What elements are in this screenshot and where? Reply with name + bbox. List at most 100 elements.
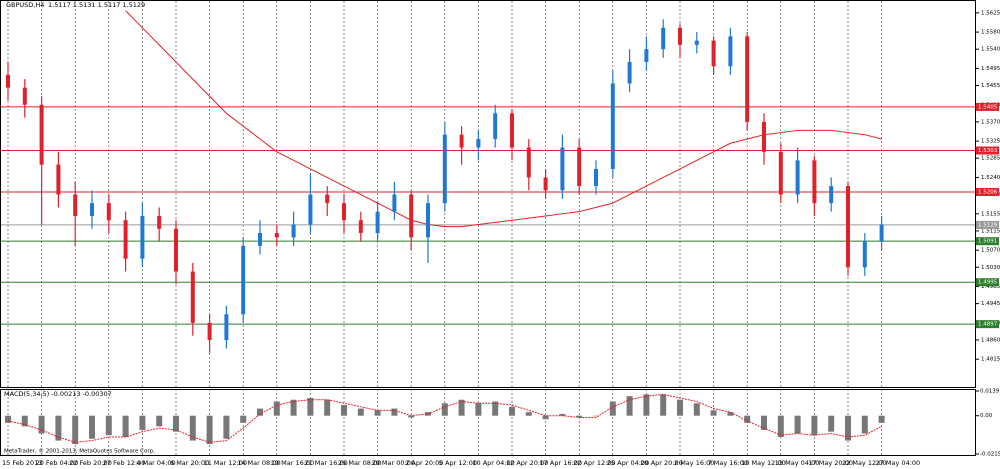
x-tick-label: 22 Apr 12:00 (573, 459, 615, 467)
y-tick-label: 1.5495 (981, 66, 1000, 72)
candle-body (123, 220, 128, 259)
candle-body (526, 147, 531, 178)
macd-bar (559, 413, 566, 416)
candle-body (728, 36, 733, 67)
x-tick-label: 11 Mar 12:00 (204, 459, 247, 467)
candle-body (308, 194, 313, 225)
candle-body (258, 233, 262, 246)
x-tick-label: 19 Mar 16:00 (271, 459, 314, 467)
candle-body (140, 215, 145, 259)
candle-body (862, 241, 867, 268)
macd-bar (811, 415, 818, 436)
x-tick-label: 29 Apr 20:00 (640, 459, 682, 467)
y-tick-label: 1.5115 (981, 228, 1000, 234)
candle-body (846, 186, 850, 268)
y-tick-label: 1.4985 (981, 284, 1000, 290)
x-tick-label: 13 May 04:00 (775, 459, 820, 467)
candle-body (560, 147, 565, 191)
candle-body (157, 215, 162, 229)
level-tag (976, 237, 999, 246)
macd-bar (492, 401, 499, 416)
level-label: 1.5206 (978, 190, 998, 196)
y-tick-label: 1.4945 (981, 301, 1000, 307)
macd-bar (660, 394, 667, 416)
macd-bar (72, 415, 79, 445)
level-label: 1.4897 (978, 322, 998, 328)
candle-body (795, 160, 800, 195)
candle-body (342, 203, 346, 221)
candle-body (190, 271, 195, 323)
candle-body (174, 228, 178, 272)
macd-bar (525, 412, 532, 416)
candle-body (392, 194, 397, 212)
candle-body (39, 104, 44, 165)
macd-bar (878, 415, 885, 423)
macd-bar (643, 394, 650, 416)
macd-bar (341, 405, 347, 416)
candle-body (325, 194, 330, 204)
y-tick-label: 1.5240 (981, 175, 1000, 181)
candle-body (442, 134, 447, 204)
candle-body (375, 211, 380, 234)
macd-bar (475, 403, 482, 416)
signal-line (7, 393, 882, 443)
y-tick-label: 1.5540 (981, 47, 1000, 53)
level-label: 1.5091 (978, 239, 997, 245)
macd-bar (710, 410, 717, 416)
x-tick-label: 26 Mar 08:00 (338, 459, 381, 467)
candle-body (274, 233, 279, 238)
candle-body (694, 40, 699, 45)
y-tick-label: 1.5625 (981, 10, 1000, 16)
y2-tick-label: 0.01391 (980, 389, 1000, 395)
x-tick-label: 17 Apr 16:00 (540, 459, 582, 467)
x-tick-label: 22 May 12:00 (842, 459, 887, 467)
macd-bar (206, 415, 213, 445)
candle-body (426, 203, 430, 238)
footer: MetaTrader, © 2001-2013, MetaQuotes Soft… (4, 448, 155, 455)
candle-body (711, 40, 716, 67)
y-tick-label: 1.4860 (981, 337, 1000, 343)
macd-bar (357, 408, 364, 416)
macd-bar (693, 403, 700, 416)
x-tick-label: 27 Feb 12:00 (103, 459, 146, 467)
macd-bar (828, 415, 835, 432)
macd-bar (609, 401, 616, 416)
y-tick-label: 1.5580 (981, 30, 1000, 36)
x-tick-label: 12 Apr 20:00 (506, 459, 548, 467)
candle-body (543, 177, 548, 191)
candle-body (493, 113, 498, 139)
candle-body (90, 203, 94, 216)
quote: 1.5117 1.5131 1.5117 1.5129 (48, 1, 145, 9)
macd-bar (374, 410, 381, 416)
x-tick-label: 10 Apr 04:00 (472, 459, 514, 467)
macd-bar (509, 406, 515, 416)
x-tick-label: 14 Mar 08:00 (237, 459, 280, 467)
macd-bar (307, 397, 314, 416)
macd-bar (89, 415, 95, 439)
candle-body (291, 224, 296, 238)
macd-bar (156, 415, 163, 427)
macd-bar (324, 399, 331, 416)
candle-body (207, 322, 212, 340)
macd-bar (794, 415, 801, 434)
macd-bar (761, 415, 767, 430)
macd-bar (139, 415, 146, 430)
macd-bar (105, 415, 112, 436)
y-tick-label: 1.4815 (981, 357, 1000, 363)
macd-bar (861, 415, 868, 434)
x-tick-label: 2 May 16:00 (674, 459, 714, 467)
candle-body (678, 27, 682, 45)
macd-bar (727, 412, 734, 416)
macd-bar (626, 396, 633, 416)
candle-body (879, 224, 884, 242)
x-tick-label: 29 Mar 00:00 (372, 459, 415, 467)
level-label: 1.5405 (978, 104, 998, 110)
level-label: 1.5303 (978, 148, 998, 154)
macd-bar (257, 408, 263, 416)
y-tick-label: 1.5030 (981, 265, 1000, 271)
macd-bar (223, 415, 230, 439)
candle-body (510, 113, 514, 148)
x-tick-label: 22 Feb 20:00 (69, 459, 112, 467)
